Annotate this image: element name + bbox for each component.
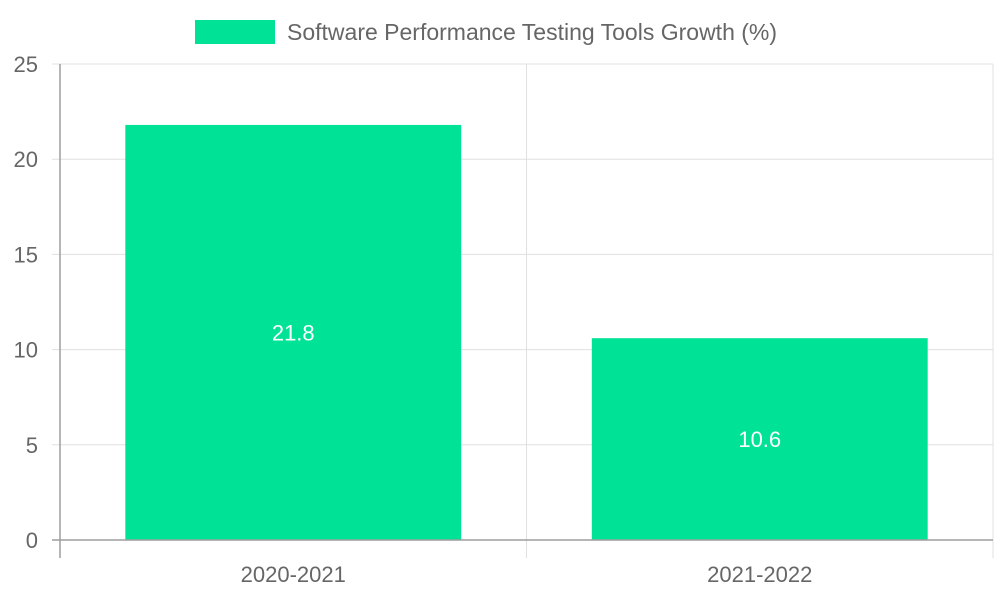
y-tick-label: 15: [14, 242, 38, 267]
y-tick-label: 10: [14, 338, 38, 363]
bar-2020-2021[interactable]: [125, 124, 462, 540]
x-tick-label: 2021-2022: [707, 562, 812, 587]
legend-swatch[interactable]: [195, 20, 275, 44]
bars: 21.8 10.6: [125, 124, 928, 540]
y-tick-label: 5: [26, 433, 38, 458]
x-axis-tick-labels: 2020-2021 2021-2022: [241, 562, 813, 587]
y-tick-label: 0: [26, 528, 38, 553]
y-tick-label: 20: [14, 147, 38, 172]
y-axis-tick-labels: 0 5 10 15 20 25: [14, 52, 38, 553]
y-tick-label: 25: [14, 52, 38, 77]
legend-label[interactable]: Software Performance Testing Tools Growt…: [287, 19, 777, 45]
data-label: 10.6: [738, 427, 781, 452]
legend[interactable]: Software Performance Testing Tools Growt…: [195, 19, 777, 45]
bar-2021-2022[interactable]: [591, 338, 928, 540]
x-tick-label: 2020-2021: [241, 562, 346, 587]
data-label: 21.8: [272, 320, 315, 345]
